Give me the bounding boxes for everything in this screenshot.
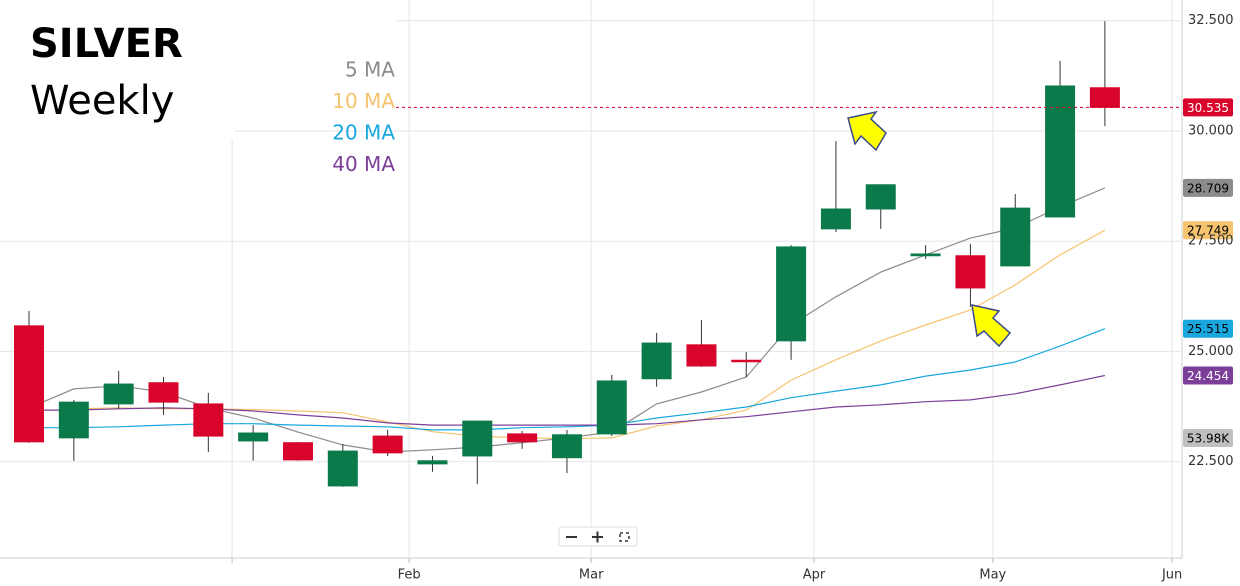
annotation-arrow bbox=[847, 110, 887, 152]
ma-last-label: 25.515 bbox=[1187, 322, 1229, 336]
candle-body bbox=[372, 435, 403, 454]
moving-average-line bbox=[73, 229, 1106, 440]
last-price-label: 30.535 bbox=[1187, 101, 1229, 115]
candle-body bbox=[686, 344, 717, 367]
ma-last-label: 27.749 bbox=[1187, 224, 1229, 238]
last-price-label-box bbox=[1183, 98, 1233, 117]
legend-entry: 40 MA bbox=[332, 152, 395, 176]
candle-body bbox=[955, 255, 986, 289]
candle-body bbox=[238, 432, 269, 442]
title-backdrop bbox=[0, 126, 234, 140]
candle-body bbox=[1045, 85, 1076, 218]
plot bbox=[0, 21, 1182, 487]
candle-body bbox=[865, 184, 896, 210]
candle-body bbox=[820, 208, 851, 230]
annotation-arrow bbox=[971, 304, 1012, 348]
candle-body bbox=[551, 434, 582, 459]
candle-body bbox=[731, 359, 762, 363]
candle-body bbox=[193, 403, 224, 437]
candle-body bbox=[507, 433, 538, 443]
candle-body bbox=[282, 442, 313, 461]
title-backdrop bbox=[0, 0, 396, 126]
candle-body bbox=[417, 460, 448, 465]
y-tick-label: 27.500 bbox=[1188, 234, 1234, 249]
moving-average-line bbox=[28, 187, 1106, 453]
candle-body bbox=[327, 450, 358, 487]
y-tick-label: 32.500 bbox=[1188, 13, 1234, 28]
chart-title: SILVER bbox=[30, 21, 183, 67]
x-tick-label: Feb bbox=[398, 568, 421, 583]
x-tick-label: Jun bbox=[1161, 568, 1182, 583]
y-tick-label: 25.000 bbox=[1188, 344, 1234, 359]
candle-body bbox=[1000, 207, 1031, 267]
zoom-controls bbox=[558, 526, 638, 547]
candle-body bbox=[462, 420, 493, 457]
x-tick-label: Apr bbox=[803, 568, 826, 583]
ma-last-label-box bbox=[1183, 221, 1233, 240]
ma-last-label-box bbox=[1183, 178, 1233, 197]
legend-entry: 5 MA bbox=[345, 58, 395, 82]
ma-last-label: 28.709 bbox=[1187, 181, 1229, 195]
candle-body bbox=[776, 246, 807, 342]
candle-body bbox=[1089, 87, 1120, 108]
chart-subtitle: Weekly bbox=[30, 78, 174, 124]
x-tick-label: Mar bbox=[579, 568, 604, 583]
candle-body bbox=[58, 401, 89, 439]
legend-entry: 20 MA bbox=[332, 121, 395, 145]
legend-entry: 10 MA bbox=[332, 89, 395, 113]
candle-body bbox=[14, 325, 45, 443]
moving-average-line bbox=[29, 328, 1106, 431]
x-tick-label: May bbox=[979, 568, 1006, 583]
candle-body bbox=[148, 382, 179, 403]
candle-body bbox=[641, 342, 672, 380]
last-value-labels: 30.535 28.709 27.749 25.515 24.454 53.98K bbox=[1183, 98, 1233, 447]
volume-label-box bbox=[1183, 429, 1233, 447]
y-tick-label: 22.500 bbox=[1188, 454, 1234, 469]
ma-last-label-box bbox=[1183, 319, 1233, 338]
fullscreen-button[interactable] bbox=[619, 532, 630, 542]
ma-last-label-box bbox=[1183, 366, 1233, 385]
candle-body bbox=[596, 380, 627, 435]
moving-average-line bbox=[29, 374, 1106, 426]
y-tick-label: 30.000 bbox=[1188, 123, 1234, 138]
zoom-in-button[interactable] bbox=[592, 531, 603, 543]
ma-last-label: 24.454 bbox=[1187, 369, 1229, 383]
candle-body bbox=[103, 383, 134, 405]
legend: 5 MA 10 MA 20 MA 40 MA bbox=[332, 58, 395, 177]
volume-label: 53.98K bbox=[1187, 432, 1230, 446]
candle-body bbox=[910, 253, 941, 257]
